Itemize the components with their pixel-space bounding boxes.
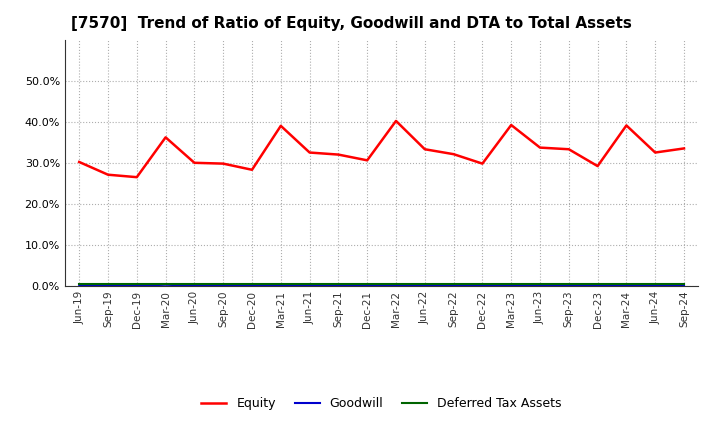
Equity bbox=[132, 175, 141, 180]
Deferred Tax Assets bbox=[219, 282, 228, 287]
Goodwill bbox=[219, 283, 228, 288]
Equity bbox=[651, 150, 660, 155]
Goodwill bbox=[334, 283, 343, 288]
Equity bbox=[305, 150, 314, 155]
Equity bbox=[622, 123, 631, 128]
Goodwill bbox=[75, 283, 84, 288]
Text: [7570]  Trend of Ratio of Equity, Goodwill and DTA to Total Assets: [7570] Trend of Ratio of Equity, Goodwil… bbox=[71, 16, 632, 32]
Goodwill bbox=[651, 283, 660, 288]
Deferred Tax Assets bbox=[593, 282, 602, 287]
Goodwill bbox=[248, 283, 256, 288]
Equity bbox=[680, 146, 688, 151]
Deferred Tax Assets bbox=[334, 282, 343, 287]
Goodwill bbox=[305, 283, 314, 288]
Deferred Tax Assets bbox=[75, 282, 84, 287]
Deferred Tax Assets bbox=[248, 282, 256, 287]
Deferred Tax Assets bbox=[392, 282, 400, 287]
Equity bbox=[507, 122, 516, 128]
Legend: Equity, Goodwill, Deferred Tax Assets: Equity, Goodwill, Deferred Tax Assets bbox=[197, 392, 567, 415]
Equity bbox=[478, 161, 487, 166]
Goodwill bbox=[104, 283, 112, 288]
Goodwill bbox=[507, 283, 516, 288]
Equity bbox=[104, 172, 112, 177]
Equity bbox=[593, 163, 602, 169]
Equity bbox=[75, 159, 84, 165]
Goodwill bbox=[622, 283, 631, 288]
Deferred Tax Assets bbox=[132, 282, 141, 287]
Goodwill bbox=[276, 283, 285, 288]
Equity bbox=[219, 161, 228, 166]
Goodwill bbox=[593, 283, 602, 288]
Equity bbox=[449, 151, 458, 157]
Deferred Tax Assets bbox=[507, 282, 516, 287]
Deferred Tax Assets bbox=[420, 282, 429, 287]
Deferred Tax Assets bbox=[305, 282, 314, 287]
Goodwill bbox=[478, 283, 487, 288]
Line: Equity: Equity bbox=[79, 121, 684, 177]
Line: Goodwill: Goodwill bbox=[79, 285, 684, 286]
Equity bbox=[276, 123, 285, 128]
Deferred Tax Assets bbox=[680, 282, 688, 287]
Goodwill bbox=[564, 283, 573, 288]
Goodwill bbox=[680, 283, 688, 288]
Equity bbox=[363, 158, 372, 163]
Equity bbox=[420, 147, 429, 152]
Deferred Tax Assets bbox=[651, 282, 660, 287]
Equity bbox=[190, 160, 199, 165]
Equity bbox=[161, 135, 170, 140]
Goodwill bbox=[392, 283, 400, 288]
Goodwill bbox=[161, 282, 170, 287]
Goodwill bbox=[536, 283, 544, 288]
Deferred Tax Assets bbox=[104, 282, 112, 287]
Equity bbox=[248, 167, 256, 172]
Goodwill bbox=[420, 283, 429, 288]
Deferred Tax Assets bbox=[536, 282, 544, 287]
Equity bbox=[536, 145, 544, 150]
Deferred Tax Assets bbox=[478, 282, 487, 287]
Goodwill bbox=[363, 283, 372, 288]
Deferred Tax Assets bbox=[622, 282, 631, 287]
Deferred Tax Assets bbox=[276, 282, 285, 287]
Equity bbox=[392, 118, 400, 124]
Equity bbox=[334, 152, 343, 157]
Deferred Tax Assets bbox=[449, 282, 458, 287]
Goodwill bbox=[449, 283, 458, 288]
Deferred Tax Assets bbox=[161, 282, 170, 287]
Deferred Tax Assets bbox=[190, 282, 199, 287]
Deferred Tax Assets bbox=[564, 282, 573, 287]
Goodwill bbox=[190, 283, 199, 288]
Equity bbox=[564, 147, 573, 152]
Goodwill bbox=[132, 283, 141, 288]
Deferred Tax Assets bbox=[363, 282, 372, 287]
